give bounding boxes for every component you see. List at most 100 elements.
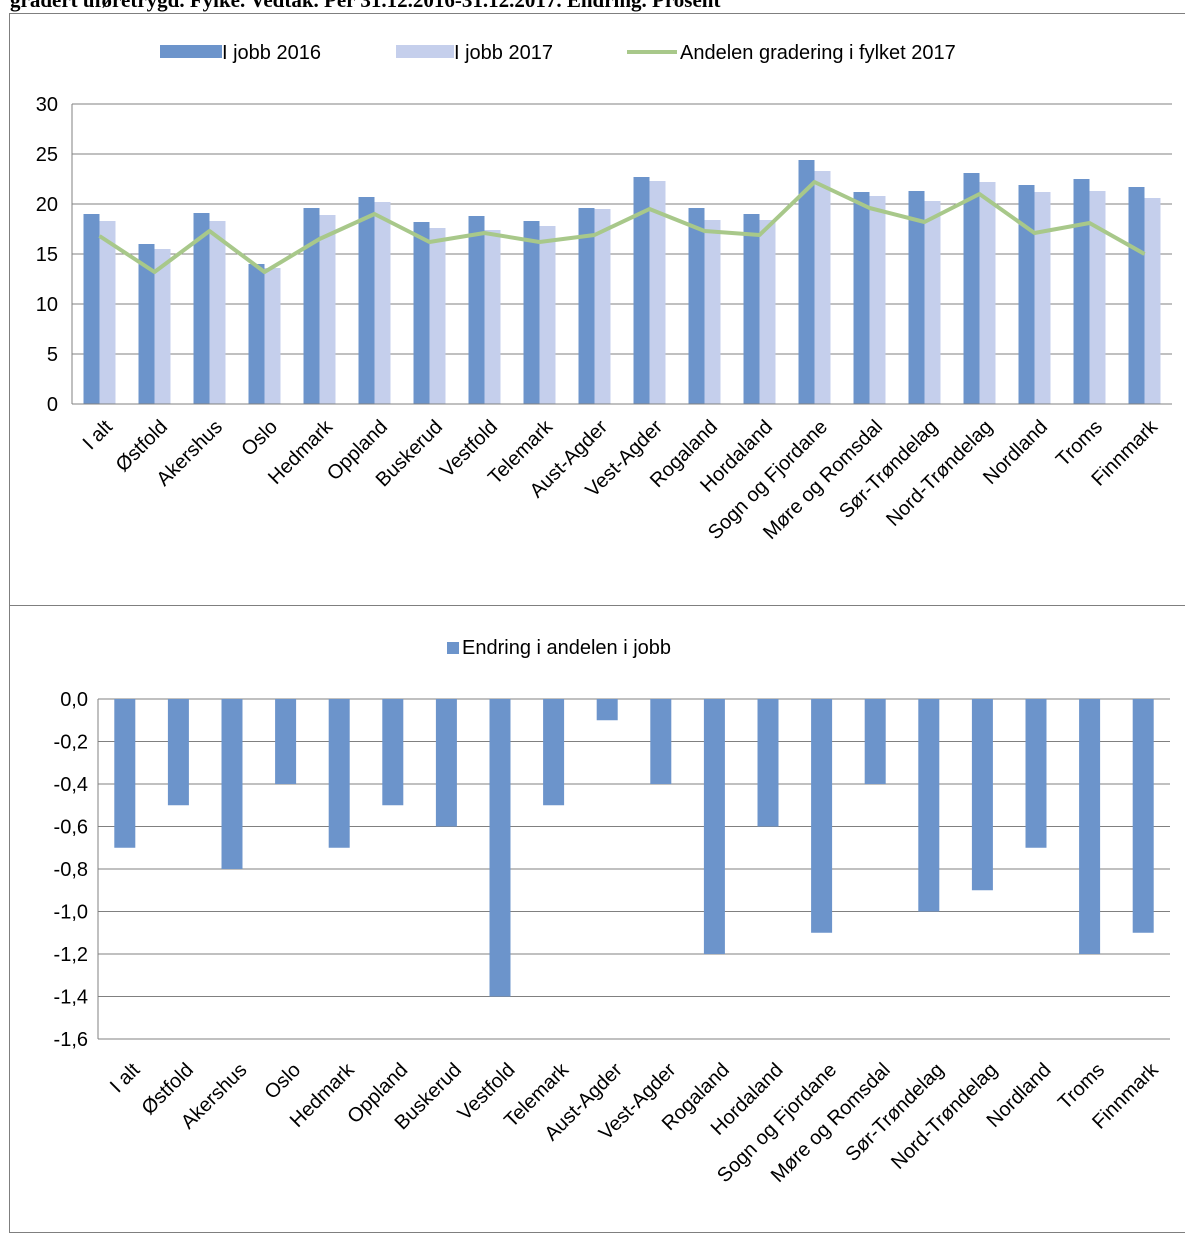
line-point-hordaland [759, 234, 760, 236]
x-tick-label: I alt [79, 416, 118, 455]
line-point-m-re-og-romsdal [869, 207, 870, 209]
legend-swatch-2017 [396, 45, 454, 58]
bar-2016-vest-agder [633, 177, 650, 404]
bar-2017-buskerud [429, 228, 446, 404]
bar-change-sogn-og-fjordane [811, 699, 833, 933]
line-point-sogn-og-fjordane [814, 181, 815, 183]
bar-change-m-re-og-romsdal [864, 699, 886, 784]
bar-change-telemark [543, 699, 565, 806]
bar-change-finnmark [1132, 699, 1154, 933]
page-title: gradert uføretrygd. Fylke. Vedtak. Per 3… [10, 0, 721, 12]
bar-2017-oppland [374, 202, 391, 404]
y-tick-label: 10 [36, 294, 58, 316]
line-point-i-alt [99, 235, 100, 237]
bar-2017-sogn-og-fjordane [814, 171, 831, 404]
x-tick-label: Sør-Trøndelag [835, 416, 942, 523]
bar-2016-buskerud [413, 222, 430, 404]
y-tick-label: 25 [36, 144, 58, 166]
bar-change-i-alt [114, 699, 136, 848]
bar-change-hordaland [757, 699, 779, 827]
bar-2016-hordaland [743, 214, 760, 404]
bar-2016-oppland [358, 197, 375, 404]
y-tick-label: 5 [47, 344, 58, 366]
line-point-telemark [539, 241, 540, 243]
bar-change-vestfold [489, 699, 511, 997]
bar-2016-m-re-og-romsdal [853, 192, 870, 404]
bar-2017-nord-tr-ndelag [979, 182, 996, 404]
bar-2017-troms [1089, 191, 1106, 404]
bar-2017-akershus [209, 221, 226, 404]
y-tick-label: 20 [36, 194, 58, 216]
bar-2016-stfold [138, 244, 155, 404]
bar-2017-stfold [154, 249, 171, 404]
line-point-nord-tr-ndelag [979, 193, 980, 195]
bar-2016-aust-agder [578, 208, 595, 404]
chart-panel-bottom: 0,0 -0,2 -0,4 -0,6 -0,8 -1,0 -1,2 -1,4 -1,6 I alt… [9, 605, 1185, 1233]
x-tick-label: Oslo [237, 416, 282, 461]
y-tick-label: 15 [36, 244, 58, 266]
bar-change-vest-agder [650, 699, 672, 784]
bar-2016-vestfold [468, 216, 485, 404]
legend-label-2017: I jobb 2017 [454, 42, 553, 64]
bar-change-buskerud [435, 699, 457, 827]
legend-label-change: Endring i andelen i jobb [462, 637, 671, 659]
y-tick-label: -1,2 [54, 944, 88, 966]
bar-2017-rogaland [704, 220, 721, 404]
y-tick-label: -1,6 [54, 1029, 88, 1051]
bar-2017-s-r-tr-ndelag [924, 201, 941, 404]
bar-2016-nordland [1018, 185, 1035, 404]
line-point-akershus [209, 230, 210, 232]
bar-2017-vest-agder [649, 181, 666, 404]
x-tick-label: Oslo [260, 1059, 305, 1104]
y-tick-label: -0,8 [54, 859, 88, 881]
bar-2016-oslo [248, 264, 265, 404]
bar-change-troms [1079, 699, 1101, 954]
line-point-buskerud [429, 241, 430, 243]
bar-2016-hedmark [303, 208, 320, 404]
bar-2017-hedmark [319, 215, 336, 404]
line-point-oslo [264, 271, 265, 273]
bar-change-akershus [221, 699, 243, 869]
bar-2016-sogn-og-fjordane [798, 160, 815, 404]
bar-2017-aust-agder [594, 209, 611, 404]
y-tick-label: 30 [36, 94, 58, 116]
bar-2017-telemark [539, 226, 556, 404]
bar-change-hedmark [328, 699, 350, 848]
bar-change-stfold [167, 699, 189, 806]
y-tick-label: 0 [47, 394, 58, 416]
line-andelen-gradering [98, 180, 1146, 274]
bar-2017-hordaland [759, 220, 776, 404]
bar-change-s-r-tr-ndelag [918, 699, 940, 912]
line-point-hedmark [319, 238, 320, 240]
y-tick-label: -1,4 [54, 987, 88, 1009]
y-tick-label: 0,0 [60, 689, 88, 711]
y-tick-label: -0,4 [54, 774, 88, 796]
line-point-vestfold [484, 232, 485, 234]
bar-2017-finnmark [1144, 198, 1161, 404]
line-point-vest-agder [649, 208, 650, 210]
x-tick-label: I alt [106, 1059, 145, 1098]
bar-2016-troms [1073, 179, 1090, 404]
legend-swatch-change [447, 642, 459, 654]
legend-swatch-2016 [160, 45, 222, 58]
bar-2016-rogaland [688, 208, 705, 404]
line-point-oppland [374, 213, 375, 215]
bar-change-aust-agder [596, 699, 618, 721]
line-point-aust-agder [594, 234, 595, 236]
bar-change-nord-tr-ndelag [971, 699, 993, 891]
bar-2017-vestfold [484, 230, 501, 404]
bar-change-rogaland [703, 699, 725, 954]
bar-2016-telemark [523, 221, 540, 404]
bar-2017-nordland [1034, 192, 1051, 404]
bar-2016-i-alt [83, 214, 100, 404]
y-tick-label: -1,0 [54, 902, 88, 924]
legend-top: I jobb 2016 I jobb 2017 Andelen gradering … [160, 42, 956, 64]
legend-label-2016: I jobb 2016 [222, 42, 321, 64]
bar-2017-m-re-og-romsdal [869, 196, 886, 404]
line-point-nordland [1034, 232, 1035, 234]
bar-2016-finnmark [1128, 187, 1145, 404]
chart-panel-top: 0 5 10 15 20 25 30 I alt Østfold Akershus Oslo Hedm… [9, 13, 1185, 606]
bar-2016-akershus [193, 213, 210, 404]
line-point-s-r-tr-ndelag [924, 221, 925, 223]
